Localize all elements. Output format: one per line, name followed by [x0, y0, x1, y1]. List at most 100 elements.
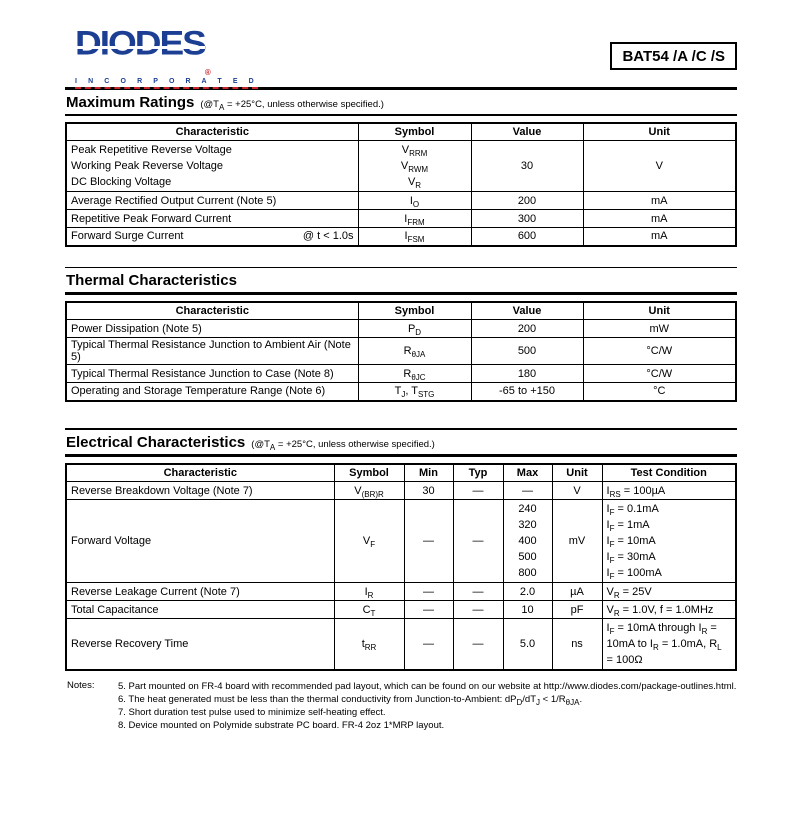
col-header-value: Value: [470, 301, 584, 320]
logo-stripe: [76, 46, 205, 49]
thermal-heading: Thermal Characteristics: [65, 268, 737, 292]
maximum-ratings-table: Characteristic Symbol Value Unit Peak Re…: [65, 121, 737, 247]
section-subtitle: (@TA = +25°C, unless otherwise specified…: [200, 99, 384, 112]
cell-symbol: VF: [333, 499, 405, 583]
table-row-breakdown: Reverse Breakdown Voltage (Note 7) V(BR)…: [65, 481, 737, 500]
table-header-row: Characteristic Symbol Min Typ Max Unit T…: [65, 463, 737, 482]
col-header-characteristic: Characteristic: [65, 122, 359, 141]
cell-symbol: IFSM: [357, 227, 472, 246]
cell-unit: ns: [551, 618, 603, 671]
logo-tagline: I N C O R P O R A T E D: [75, 78, 259, 89]
cell-value: 300: [470, 209, 584, 228]
notes-list: 5. Part mounted on FR-4 board with recom…: [118, 680, 737, 732]
cell-characteristic: Repetitive Peak Forward Current: [65, 209, 359, 228]
section-title: Thermal Characteristics: [66, 272, 237, 289]
table-header-row: Characteristic Symbol Value Unit: [65, 122, 737, 141]
cell-unit: mA: [582, 191, 737, 210]
table-row: Power Dissipation (Note 5) PD 200 mW: [65, 319, 737, 338]
section-rule-top: [65, 427, 737, 430]
cell-min: 30: [403, 481, 454, 500]
cell-unit: mW: [582, 319, 737, 338]
note-item: 5. Part mounted on FR-4 board with recom…: [118, 681, 737, 692]
cell-typ: —: [452, 600, 504, 619]
cell-characteristic: Forward Voltage: [65, 499, 335, 583]
cell-characteristic: Typical Thermal Resistance Junction to C…: [65, 364, 359, 383]
cell-unit: °C: [582, 382, 737, 401]
cell-unit: °C/W: [582, 337, 737, 365]
cell-test-condition: IF = 0.1mA IF = 1mA IF = 10mA IF = 30mA …: [601, 499, 737, 583]
cell-symbol: IFRM: [357, 209, 472, 228]
cell-max: 2.0: [502, 582, 553, 601]
table-row: Typical Thermal Resistance Junction to A…: [65, 337, 737, 365]
table-row-recovery: Reverse Recovery Time tRR — — 5.0 ns IF …: [65, 618, 737, 671]
cell-min: —: [403, 499, 454, 583]
cell-characteristic: Reverse Recovery Time: [65, 618, 335, 671]
cell-value: 500: [470, 337, 584, 365]
cell-symbol: TJ, TSTG: [357, 382, 472, 401]
cell-characteristic: Reverse Leakage Current (Note 7): [65, 582, 335, 601]
cell-characteristic: Forward Surge Current @ t < 1.0s: [65, 227, 359, 246]
diodes-logo-wordmark: DIODES: [75, 24, 207, 62]
cell-unit: V: [551, 481, 603, 500]
cell-value: 180: [470, 364, 584, 383]
cell-symbol: V(BR)R: [333, 481, 405, 500]
table-row: Operating and Storage Temperature Range …: [65, 382, 737, 401]
electrical-heading: Electrical Characteristics (@TA = +25°C,…: [65, 430, 737, 454]
cell-typ: —: [452, 618, 504, 671]
cell-max: —: [502, 481, 553, 500]
section-rule-bottom: [65, 292, 737, 295]
cell-symbol: CT: [333, 600, 405, 619]
cell-characteristic: Reverse Breakdown Voltage (Note 7): [65, 481, 335, 500]
cell-condition: @ t < 1.0s: [302, 230, 354, 243]
maximum-ratings-heading: Maximum Ratings (@TA = +25°C, unless oth…: [65, 90, 737, 114]
cell-test-condition: IRS = 100µA: [601, 481, 737, 500]
note-item: 6. The heat generated must be less than …: [118, 694, 583, 707]
section-title: Maximum Ratings: [66, 94, 195, 111]
note-item: 8. Device mounted on Polymide substrate …: [118, 720, 445, 731]
cell-symbol: PD: [357, 319, 472, 338]
cell-value: 600: [470, 227, 584, 246]
cell-max: 240 320 400 500 800: [502, 499, 553, 583]
cell-symbol: RθJA: [357, 337, 472, 365]
col-header-test-condition: Test Condition: [601, 463, 737, 482]
cell-characteristic: Average Rectified Output Current (Note 5…: [65, 191, 359, 210]
table-header-row: Characteristic Symbol Value Unit: [65, 301, 737, 320]
col-header-unit: Unit: [582, 301, 737, 320]
notes-label: Notes:: [67, 680, 95, 691]
cell-symbol: tRR: [333, 618, 405, 671]
section-rule-bottom: [65, 454, 737, 457]
cell-unit: °C/W: [582, 364, 737, 383]
notes-section: Notes: 5. Part mounted on FR-4 board wit…: [65, 680, 737, 732]
col-header-unit: Unit: [582, 122, 737, 141]
table-row-capacitance: Total Capacitance CT — — 10 pF VR = 1.0V…: [65, 600, 737, 619]
cell-max: 5.0: [502, 618, 553, 671]
cell-typ: —: [452, 499, 504, 583]
cell-unit: pF: [551, 600, 603, 619]
cell-unit: µA: [551, 582, 603, 601]
cell-unit: V: [582, 140, 737, 192]
table-row: Forward Surge Current @ t < 1.0s IFSM 60…: [65, 227, 737, 246]
cell-min: —: [403, 582, 454, 601]
cell-test-condition: IF = 10mA through IR = 10mA to IR = 1.0m…: [601, 618, 737, 671]
cell-characteristic: Typical Thermal Resistance Junction to A…: [65, 337, 359, 365]
cell-characteristic: Power Dissipation (Note 5): [65, 319, 359, 338]
cell-value: -65 to +150: [470, 382, 584, 401]
cell-symbol: IO: [357, 191, 472, 210]
thermal-table: Characteristic Symbol Value Unit Power D…: [65, 300, 737, 402]
cell-characteristic: Operating and Storage Temperature Range …: [65, 382, 359, 401]
cell-min: —: [403, 600, 454, 619]
table-row: Repetitive Peak Forward Current IFRM 300…: [65, 209, 737, 228]
col-header-characteristic: Characteristic: [65, 463, 335, 482]
col-header-typ: Typ: [452, 463, 504, 482]
cell-min: —: [403, 618, 454, 671]
diodes-logo: DIODES ® I N C O R P O R A T E D: [75, 24, 259, 89]
col-header-symbol: Symbol: [357, 122, 472, 141]
section-title: Electrical Characteristics: [66, 434, 246, 451]
col-header-unit: Unit: [551, 463, 603, 482]
cell-characteristic: Peak Repetitive Reverse Voltage Working …: [65, 140, 359, 192]
cell-test-condition: VR = 25V: [601, 582, 737, 601]
electrical-table: Characteristic Symbol Min Typ Max Unit T…: [65, 462, 737, 671]
col-header-value: Value: [470, 122, 584, 141]
cell-typ: —: [452, 481, 504, 500]
section-rule-top: [65, 87, 737, 90]
